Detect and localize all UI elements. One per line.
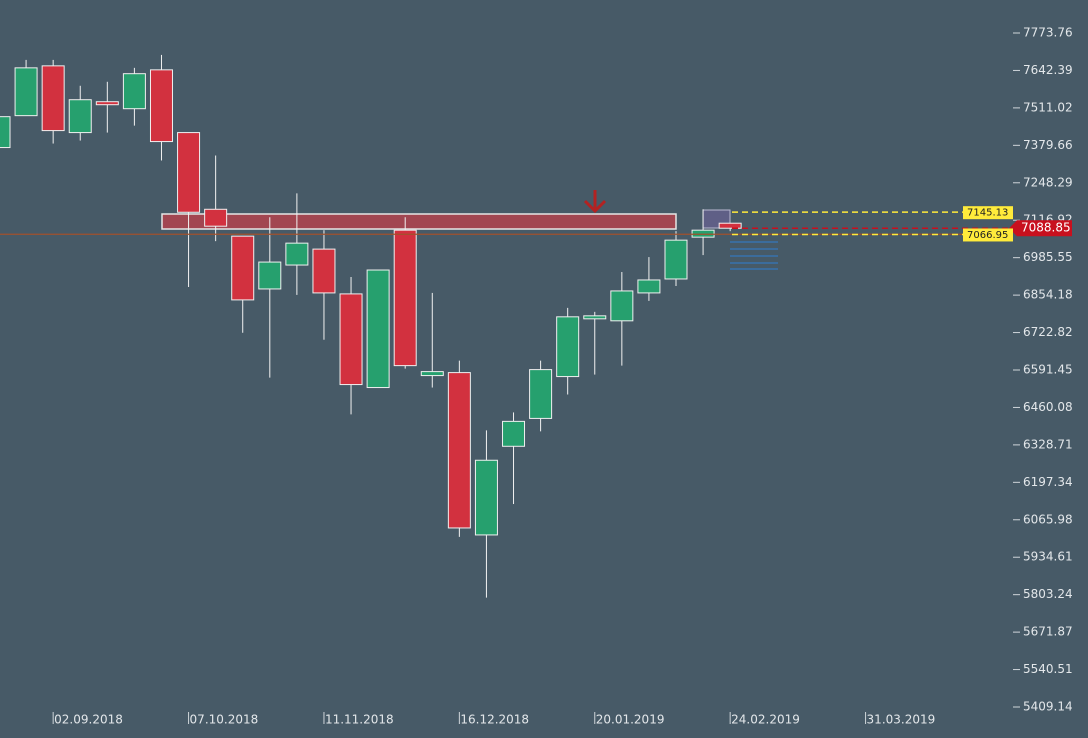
- y-tick-label: 6722.82: [1023, 325, 1073, 339]
- down-arrow: [583, 190, 607, 214]
- candle-body: [529, 369, 553, 419]
- resistance-zone: [161, 213, 677, 230]
- candle-body: [258, 261, 282, 290]
- y-tick-label: 5803.24: [1023, 587, 1073, 601]
- candle-body: [312, 248, 336, 294]
- candle-body: [41, 65, 65, 132]
- y-tick-label: 6460.08: [1023, 400, 1073, 414]
- candle-body: [68, 99, 92, 134]
- y-tick-label: 7642.39: [1023, 63, 1073, 77]
- level-label: 7066.95: [967, 230, 1008, 241]
- level-label: 7145.13: [967, 208, 1008, 219]
- candle-body: [339, 293, 363, 386]
- candle-body: [0, 116, 11, 149]
- candle-body: [231, 235, 255, 301]
- candle-body: [420, 371, 444, 377]
- y-tick-label: 7773.76: [1023, 26, 1073, 40]
- y-tick-label: 6197.34: [1023, 475, 1073, 489]
- candle-body: [610, 290, 634, 322]
- candle-body: [718, 222, 742, 229]
- candle-body: [556, 316, 580, 378]
- y-tick-label: 5540.51: [1023, 662, 1073, 676]
- y-tick-label: 6854.18: [1023, 288, 1073, 302]
- level-label-box: [963, 206, 1013, 220]
- y-tick-label: 5671.87: [1023, 625, 1073, 639]
- candle-body: [285, 242, 309, 266]
- x-tick-label: 24.02.2019: [731, 713, 800, 727]
- candle-body: [393, 229, 417, 367]
- candle-body: [204, 208, 228, 227]
- candle-body: [583, 315, 607, 320]
- x-tick-label: 16.12.2018: [460, 713, 529, 727]
- candle-body: [122, 73, 146, 110]
- y-tick-label: 5409.14: [1023, 700, 1073, 714]
- candle-body: [664, 239, 688, 280]
- candle-body: [177, 132, 201, 213]
- price-label-box: [1017, 220, 1072, 237]
- y-tick-label: 6591.45: [1023, 363, 1073, 377]
- candle-body: [502, 420, 526, 447]
- x-tick-label: 02.09.2018: [54, 713, 123, 727]
- x-tick-label: 11.11.2018: [325, 713, 394, 727]
- candle-body: [95, 101, 119, 106]
- y-tick-label: 6328.71: [1023, 437, 1073, 451]
- y-tick-label: 7379.66: [1023, 138, 1073, 152]
- x-tick-label: 07.10.2018: [190, 713, 259, 727]
- x-tick-label: 31.03.2019: [867, 713, 936, 727]
- candle-body: [474, 459, 498, 536]
- y-tick-label: 5934.61: [1023, 550, 1073, 564]
- y-tick-label: 7248.29: [1023, 175, 1073, 189]
- candle-body: [366, 269, 390, 389]
- y-tick-label: 6065.98: [1023, 512, 1073, 526]
- fib-lines: [730, 241, 778, 270]
- price-label-arrow: [1009, 220, 1017, 237]
- candle-body: [14, 67, 38, 117]
- candle-body: [447, 372, 471, 529]
- candle-body: [149, 69, 173, 143]
- y-tick-label: 6985.55: [1023, 250, 1073, 264]
- y-tick-label: 7511.02: [1023, 100, 1073, 114]
- candle-body: [637, 279, 661, 294]
- level-label-box: [963, 228, 1013, 242]
- price-label: 7088.85: [1021, 221, 1071, 235]
- x-tick-label: 20.01.2019: [596, 713, 665, 727]
